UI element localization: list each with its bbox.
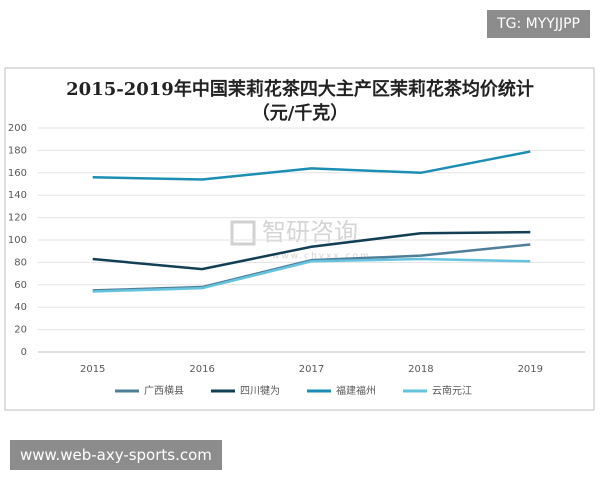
y-tick-label: 100 (8, 235, 27, 246)
y-tick-label: 200 (8, 123, 27, 134)
legend-label: 四川犍为 (240, 385, 280, 397)
y-tick-label: 80 (14, 257, 27, 268)
legend-label: 广西横县 (144, 384, 184, 397)
x-tick-label: 2018 (408, 364, 433, 375)
x-tick-label: 2015 (80, 364, 105, 375)
series-line (92, 150, 531, 181)
chart-frame (4, 67, 595, 411)
x-tick-label: 2017 (299, 364, 324, 375)
y-tick-label: 180 (8, 145, 27, 156)
y-tick-label: 60 (14, 280, 27, 291)
y-tick-label: 140 (8, 190, 27, 201)
overlay-tag: TG: MYYJJPP (487, 10, 590, 38)
watermark-brand: 智研咨询 (262, 218, 358, 246)
y-tick-label: 160 (8, 168, 27, 179)
watermark-site: www.chyxx.com (272, 252, 371, 262)
x-tick-label: 2016 (189, 364, 214, 375)
chart-title: 2015-2019年中国茉莉花茶四大主产区茉莉花茶均价统计（元/千克） (66, 79, 534, 124)
y-tick-label: 120 (8, 213, 27, 224)
overlay-url: www.web-axy-sports.com (10, 440, 222, 470)
legend-label: 云南元江 (432, 384, 472, 397)
watermark-logo (230, 220, 256, 246)
legend-label: 福建福州 (336, 384, 376, 397)
y-tick-label: 0 (21, 347, 27, 358)
series-line (92, 257, 531, 293)
y-tick-label: 20 (14, 325, 27, 336)
x-tick-label: 2019 (518, 364, 543, 375)
series-line (92, 230, 531, 271)
y-tick-label: 40 (14, 302, 27, 313)
